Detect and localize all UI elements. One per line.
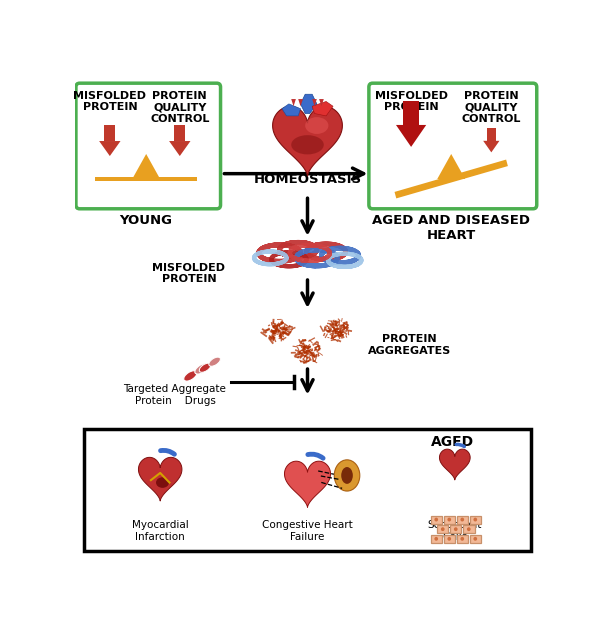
Text: Congestive Heart
Failure: Congestive Heart Failure [262, 520, 353, 542]
Text: MISFOLDED
PROTEIN: MISFOLDED PROTEIN [152, 262, 226, 284]
Circle shape [434, 537, 438, 541]
Ellipse shape [209, 357, 220, 366]
Polygon shape [174, 125, 185, 141]
FancyBboxPatch shape [443, 535, 455, 543]
Circle shape [454, 528, 458, 531]
Polygon shape [483, 141, 499, 152]
Text: HOMEOSTASIS: HOMEOSTASIS [253, 173, 362, 186]
Polygon shape [312, 101, 333, 116]
FancyBboxPatch shape [76, 83, 221, 209]
FancyBboxPatch shape [463, 525, 475, 533]
Polygon shape [95, 177, 197, 181]
Circle shape [441, 528, 445, 531]
Polygon shape [319, 99, 324, 106]
Text: PROTEIN
AGGREGATES: PROTEIN AGGREGATES [368, 334, 451, 356]
FancyBboxPatch shape [450, 525, 461, 533]
Text: MISFOLDED
PROTEIN: MISFOLDED PROTEIN [73, 91, 146, 112]
Ellipse shape [195, 364, 208, 374]
Circle shape [467, 528, 470, 531]
Text: AGED: AGED [431, 435, 474, 449]
FancyBboxPatch shape [431, 516, 442, 524]
Circle shape [473, 518, 477, 521]
Circle shape [460, 518, 464, 521]
Text: Myocardial
Infarction: Myocardial Infarction [132, 520, 188, 542]
FancyBboxPatch shape [470, 535, 481, 543]
Polygon shape [396, 125, 426, 147]
Polygon shape [169, 141, 190, 156]
Text: PROTEIN
QUALITY
CONTROL: PROTEIN QUALITY CONTROL [150, 91, 209, 124]
Text: PROTEIN
QUALITY
CONTROL: PROTEIN QUALITY CONTROL [461, 91, 521, 124]
Ellipse shape [156, 478, 169, 488]
Polygon shape [395, 159, 508, 198]
Polygon shape [291, 99, 296, 106]
Ellipse shape [341, 467, 353, 484]
Text: AGED AND DISEASED
HEART: AGED AND DISEASED HEART [372, 214, 530, 242]
Ellipse shape [184, 371, 197, 381]
FancyBboxPatch shape [369, 83, 537, 209]
Circle shape [434, 518, 438, 521]
Ellipse shape [291, 135, 324, 154]
Circle shape [448, 518, 451, 521]
Polygon shape [487, 128, 496, 141]
Polygon shape [437, 154, 465, 179]
Polygon shape [139, 458, 182, 501]
Polygon shape [132, 154, 160, 179]
Polygon shape [403, 101, 419, 125]
Text: YOUNG: YOUNG [119, 214, 173, 227]
Polygon shape [99, 141, 121, 156]
Circle shape [473, 537, 477, 541]
Circle shape [460, 537, 464, 541]
FancyBboxPatch shape [457, 516, 468, 524]
FancyBboxPatch shape [84, 429, 531, 551]
Ellipse shape [334, 460, 360, 491]
FancyBboxPatch shape [443, 516, 455, 524]
Polygon shape [298, 99, 303, 106]
FancyBboxPatch shape [470, 516, 481, 524]
Text: Targeted Aggregate
Protein    Drugs: Targeted Aggregate Protein Drugs [124, 384, 226, 406]
Polygon shape [272, 106, 343, 176]
Polygon shape [439, 449, 470, 480]
Polygon shape [282, 104, 301, 116]
Text: Senescent
Cells: Senescent Cells [428, 520, 482, 542]
Ellipse shape [305, 117, 328, 134]
FancyBboxPatch shape [437, 525, 448, 533]
Ellipse shape [199, 363, 211, 372]
Circle shape [448, 537, 451, 541]
Polygon shape [104, 125, 115, 141]
FancyBboxPatch shape [431, 535, 442, 543]
Text: MISFOLDED
PROTEIN: MISFOLDED PROTEIN [374, 91, 448, 112]
FancyBboxPatch shape [457, 535, 468, 543]
Polygon shape [301, 94, 317, 114]
Polygon shape [284, 461, 331, 508]
Polygon shape [312, 99, 317, 106]
